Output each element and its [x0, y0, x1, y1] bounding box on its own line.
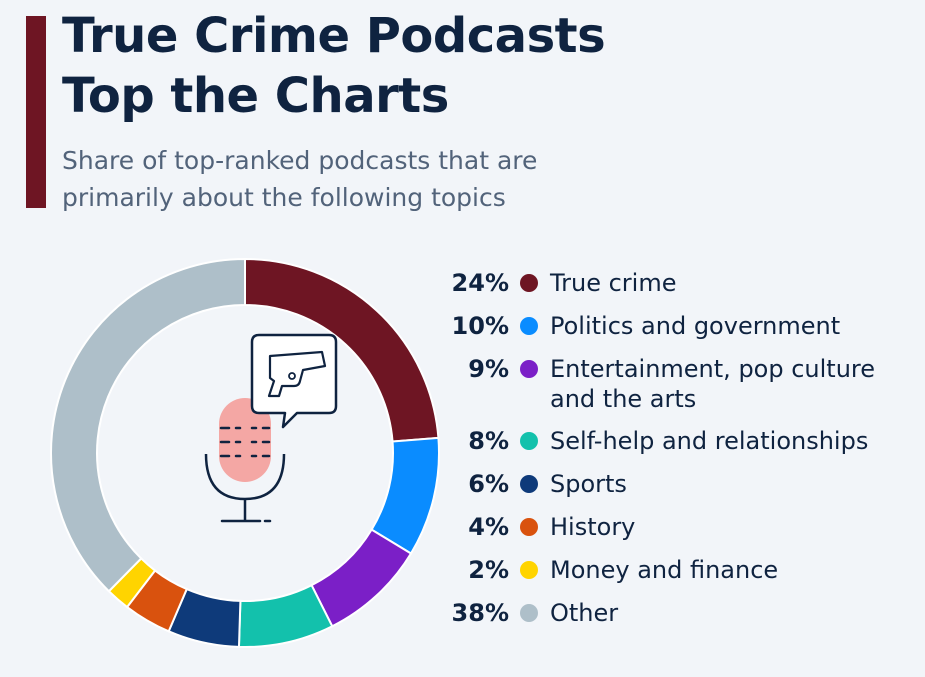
legend-swatch	[520, 475, 538, 493]
subtitle-line-2: primarily about the following topics	[62, 183, 506, 212]
subtitle-line-1: Share of top-ranked podcasts that are	[62, 146, 538, 175]
legend-percentage: 8%	[468, 427, 509, 455]
legend-label-line: Politics and government	[550, 312, 841, 340]
legend-label-line: Entertainment, pop culture	[550, 355, 876, 383]
legend-label: Money and finance	[550, 555, 910, 585]
legend-item: 24% True crime	[445, 268, 910, 298]
legend-label: Entertainment, pop culture and the arts	[550, 354, 910, 414]
legend-label-line: History	[550, 513, 636, 541]
legend-label: Politics and government	[550, 311, 910, 341]
legend-swatch	[520, 518, 538, 536]
legend-item: 10% Politics and government	[445, 311, 910, 341]
legend-label: History	[550, 512, 910, 542]
page-title: True Crime Podcasts Top the Charts	[62, 6, 606, 126]
legend-swatch	[520, 274, 538, 292]
legend-swatch	[520, 561, 538, 579]
legend-item: 9% Entertainment, pop culture and the arts	[445, 354, 910, 414]
legend-label: Self-help and relationships	[550, 426, 910, 456]
legend-label-line: Money and finance	[550, 556, 779, 584]
legend-swatch	[520, 317, 538, 335]
legend-percentage: 4%	[468, 513, 509, 541]
legend-label-line: Other	[550, 599, 619, 627]
legend-percentage: 10%	[451, 312, 509, 340]
legend-label: Sports	[550, 469, 910, 499]
legend-percentage: 38%	[451, 599, 509, 627]
legend-percentage: 9%	[468, 355, 509, 383]
legend-label-line: True crime	[550, 269, 677, 297]
legend-label: Other	[550, 598, 910, 628]
legend-swatch	[520, 432, 538, 450]
legend-swatch	[520, 360, 538, 378]
legend-percentage: 24%	[451, 269, 509, 297]
legend-percentage: 2%	[468, 556, 509, 584]
chart-subtitle: Share of top-ranked podcasts that are pri…	[62, 142, 537, 216]
legend-percentage: 6%	[468, 470, 509, 498]
donut-slices	[50, 257, 440, 648]
title-accent-bar	[26, 16, 46, 208]
legend-item: 4% History	[445, 512, 910, 542]
legend-swatch	[520, 604, 538, 622]
legend-item: 6% Sports	[445, 469, 910, 499]
legend-item: 8% Self-help and relationships	[445, 426, 910, 456]
donut-slice-7	[50, 257, 246, 593]
title-line-1: True Crime Podcasts	[62, 8, 606, 64]
legend-item: 38% Other	[445, 598, 910, 628]
donut-slice-2	[310, 528, 413, 628]
legend-label: True crime	[550, 268, 910, 298]
legend-label-line: and the arts	[550, 385, 697, 413]
title-line-2: Top the Charts	[62, 68, 449, 124]
legend-label-line: Self-help and relationships	[550, 427, 869, 455]
gun-speech-bubble-icon	[250, 333, 338, 429]
microphone-icon	[204, 398, 286, 523]
legend-label-line: Sports	[550, 470, 627, 498]
legend-item: 2% Money and finance	[445, 555, 910, 585]
